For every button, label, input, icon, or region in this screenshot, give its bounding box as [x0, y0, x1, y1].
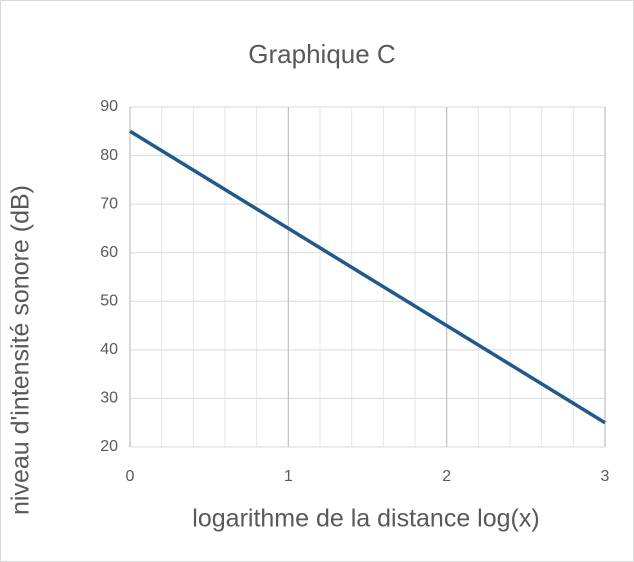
- y-tick-label: 20: [100, 438, 118, 455]
- y-tick-label: 30: [100, 390, 118, 407]
- x-tick-label: 2: [442, 468, 451, 485]
- chart-title: Graphique C: [248, 39, 395, 69]
- x-tick-label: 1: [284, 468, 293, 485]
- y-tick-label: 80: [100, 147, 118, 164]
- y-tick-label: 90: [100, 98, 118, 115]
- y-tick-label: 60: [100, 244, 118, 261]
- x-tick-label: 3: [601, 468, 610, 485]
- y-tick-label: 50: [100, 293, 118, 310]
- data-line: [129, 129, 606, 425]
- x-tick-label: 0: [126, 468, 135, 485]
- x-axis-label: logarithme de la distance log(x): [192, 505, 539, 533]
- y-tick-label: 70: [100, 195, 118, 212]
- y-tick-label: 40: [100, 341, 118, 358]
- y-axis-label: niveau d'intensité sonore (dB): [7, 185, 35, 515]
